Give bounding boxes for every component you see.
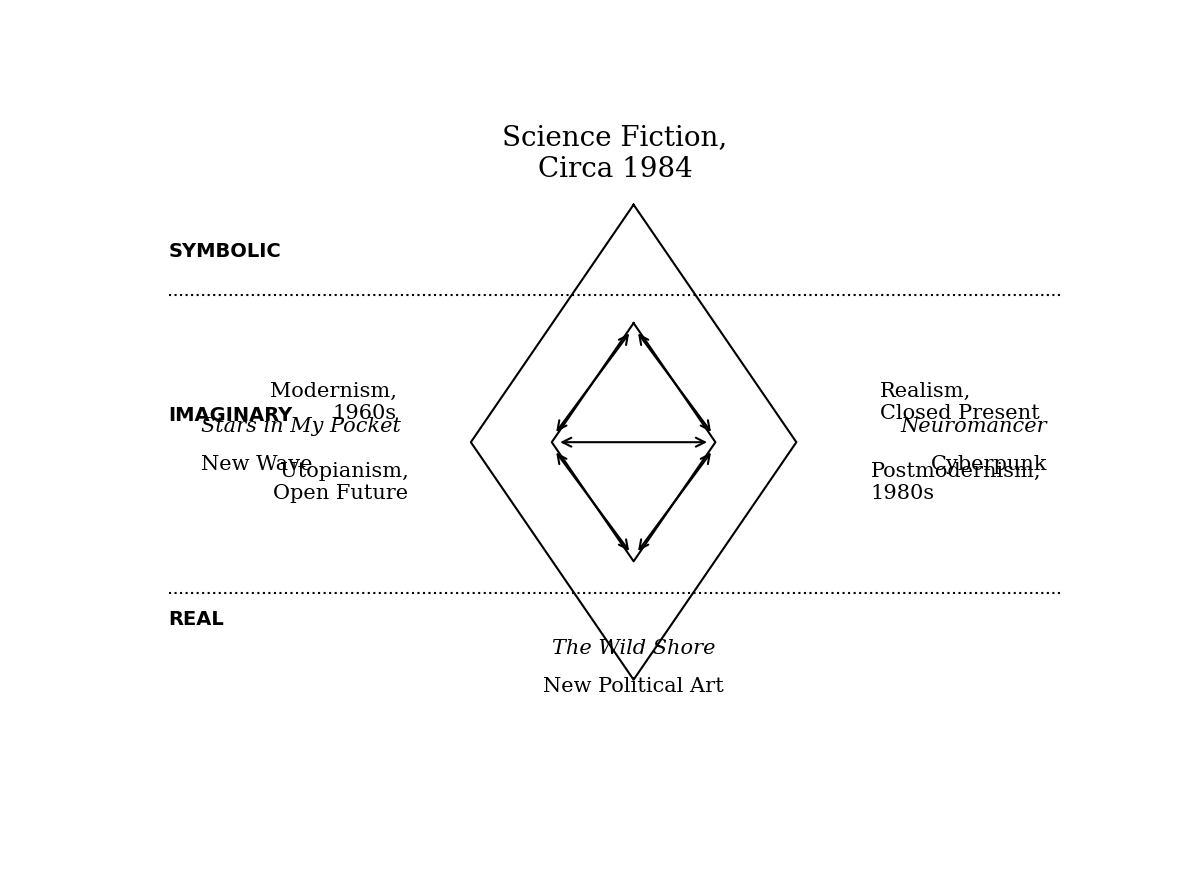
Text: New Political Art: New Political Art xyxy=(544,677,724,696)
Text: The Wild Shore: The Wild Shore xyxy=(552,640,715,659)
Text: New Wave: New Wave xyxy=(202,454,313,474)
Text: IMAGINARY: IMAGINARY xyxy=(168,406,293,425)
Text: Realism,
Closed Present: Realism, Closed Present xyxy=(880,381,1040,422)
Text: Utopianism,
Open Future: Utopianism, Open Future xyxy=(274,461,408,503)
Text: Science Fiction,
Circa 1984: Science Fiction, Circa 1984 xyxy=(503,124,727,182)
Text: Modernism,
1960s: Modernism, 1960s xyxy=(270,381,396,422)
Text: Postmodernism,
1980s: Postmodernism, 1980s xyxy=(871,461,1042,503)
Text: REAL: REAL xyxy=(168,610,224,629)
Text: Cyberpunk: Cyberpunk xyxy=(931,454,1048,474)
Text: Neuromancer: Neuromancer xyxy=(901,417,1048,436)
Text: SYMBOLIC: SYMBOLIC xyxy=(168,242,281,261)
Text: Stars in My Pocket: Stars in My Pocket xyxy=(202,417,401,436)
